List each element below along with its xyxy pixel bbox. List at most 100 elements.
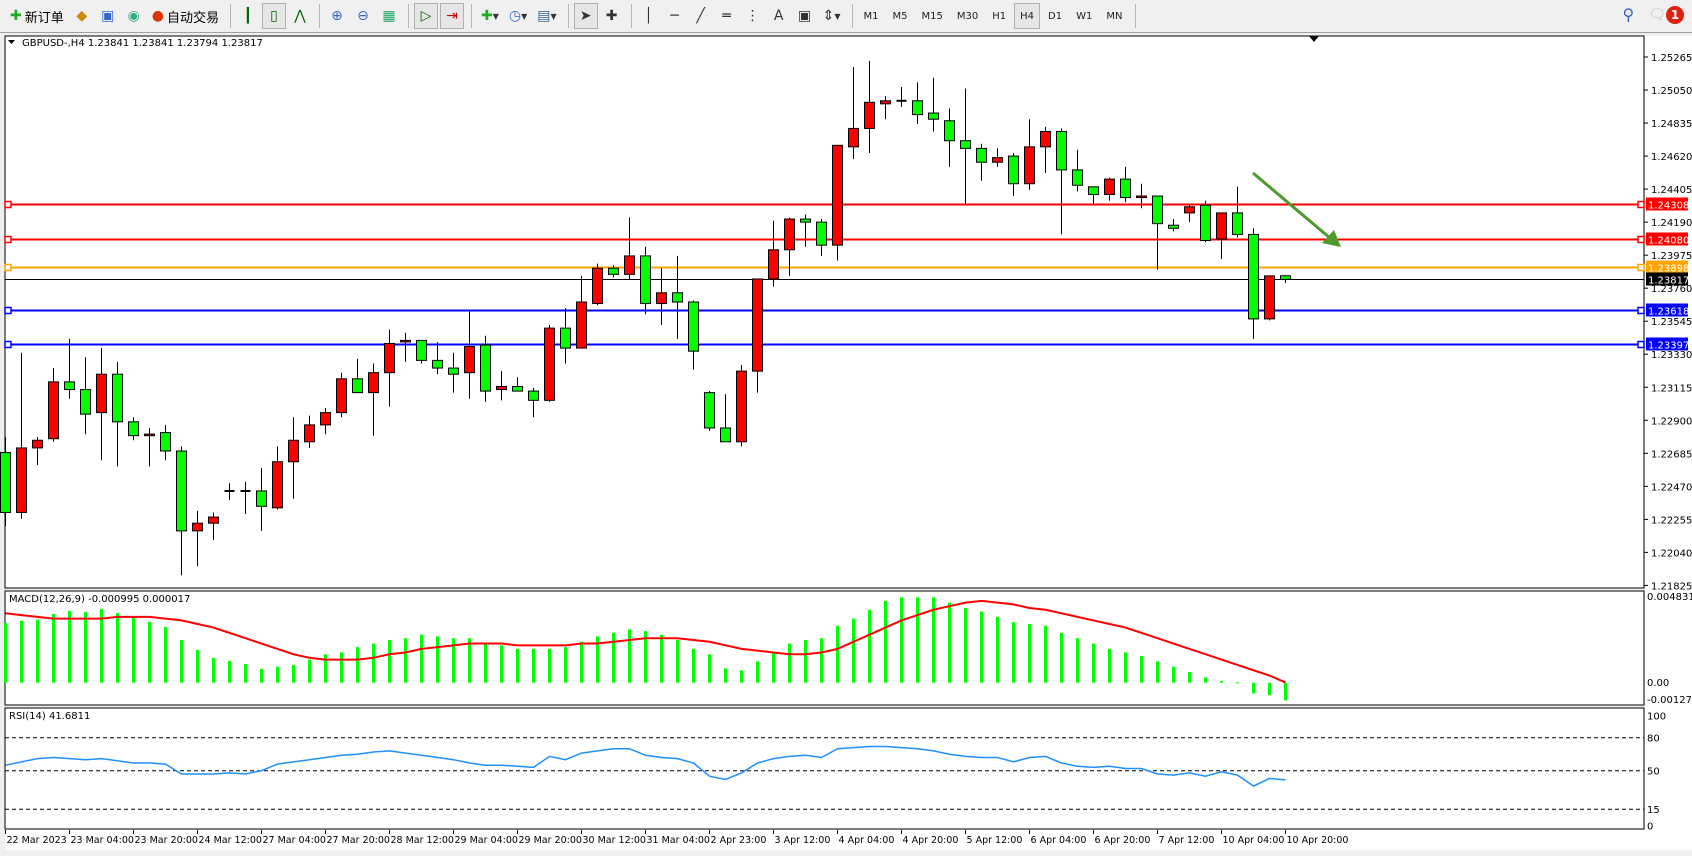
navigator-button[interactable]: ▣ <box>96 3 120 29</box>
new-order-button[interactable]: ✚ 新订单 <box>10 8 64 26</box>
rsi-line <box>5 745 1286 787</box>
period-w1[interactable]: W1 <box>1076 10 1093 22</box>
macd-bar <box>244 664 247 683</box>
macd-bar <box>628 629 631 683</box>
zoom-out-button[interactable]: ⊖ <box>351 3 375 29</box>
trendline-icon: ╱ <box>696 8 705 24</box>
line-handle[interactable] <box>1637 200 1645 209</box>
text-button[interactable]: A <box>767 3 791 29</box>
vertical-line-button[interactable]: │ <box>637 3 661 29</box>
candle <box>1152 195 1163 270</box>
text-label-button[interactable]: ▣ <box>793 3 817 29</box>
candle <box>464 309 475 399</box>
period-m30[interactable]: M30 <box>956 10 979 22</box>
candle <box>1104 177 1115 201</box>
chart-shift-button[interactable]: ⇥ <box>439 3 464 29</box>
price-tick-label: 1.24835 <box>1651 119 1692 130</box>
line-handle[interactable] <box>4 263 12 272</box>
time-tick-label: 31 Mar 04:00 <box>647 835 710 846</box>
arrow-head <box>1322 230 1341 247</box>
candle-body <box>960 140 971 149</box>
crosshair-button[interactable]: ✚ <box>600 3 624 29</box>
autoscroll-button[interactable]: ▷ <box>413 3 438 29</box>
candle <box>1168 219 1179 232</box>
candle-body <box>1040 130 1051 148</box>
period-m1[interactable]: M1 <box>863 10 879 22</box>
candle-body <box>416 339 427 361</box>
price-axis[interactable] <box>1645 36 1692 830</box>
candlestick-button[interactable]: ▯ <box>261 3 286 29</box>
line-handle[interactable] <box>4 200 12 209</box>
signal-button[interactable]: ◉ <box>122 3 146 29</box>
periods-clock-icon: ◷ <box>508 8 522 24</box>
chart-window[interactable]: 1.24308 1.24080 1.23898 1.23817 1.23618 1.233… <box>0 33 1692 853</box>
market-watch-button[interactable]: ◆ <box>70 3 94 29</box>
line-handle[interactable] <box>4 235 12 244</box>
price-tick-label: 1.24190 <box>1651 218 1692 229</box>
notifications-button[interactable]: 🗨 1 <box>1648 5 1684 24</box>
fibonacci-button[interactable]: ⋮ <box>741 3 765 29</box>
macd-bar <box>52 614 55 683</box>
line-chart-button[interactable]: ⋀ <box>288 3 312 29</box>
line-handle[interactable] <box>4 306 12 315</box>
macd-bar <box>564 647 567 683</box>
time-axis[interactable] <box>5 830 1692 850</box>
candle <box>336 372 347 418</box>
horizontal-line-icon: ─ <box>670 8 679 24</box>
time-tick-label: 27 Mar 04:00 <box>263 835 326 846</box>
candle-body <box>208 516 219 524</box>
candle-body <box>1232 212 1243 235</box>
period-h1[interactable]: H1 <box>992 10 1007 22</box>
candle <box>176 446 187 576</box>
macd-bar <box>916 597 919 683</box>
tile-windows-button[interactable]: ▦ <box>377 3 401 29</box>
candle <box>400 332 411 362</box>
macd-bar <box>996 616 999 683</box>
candle-body <box>176 450 187 532</box>
price-tick-label: 1.22040 <box>1651 548 1692 559</box>
text-icon: A <box>773 8 784 24</box>
candle <box>544 325 555 402</box>
zoom-in-button[interactable]: ⊕ <box>325 3 349 29</box>
candle <box>1120 166 1131 203</box>
chart-shift-marker[interactable] <box>1309 36 1319 42</box>
line-handle[interactable] <box>1637 235 1645 244</box>
candle <box>592 263 603 306</box>
period-d1[interactable]: D1 <box>1048 10 1063 22</box>
line-handle[interactable] <box>4 340 12 349</box>
search-icon[interactable]: ⚲ <box>1622 5 1635 24</box>
arrows-button[interactable]: ⇕ ▼ <box>822 8 841 24</box>
equidistant-channel-button[interactable]: ═ <box>715 3 739 29</box>
line-handle[interactable] <box>1637 340 1645 349</box>
line-handle[interactable] <box>1637 263 1645 272</box>
indicators-button[interactable]: ✚ ▼ <box>480 8 499 24</box>
candle <box>880 96 891 120</box>
periods-button[interactable]: ◷ ▼ <box>508 8 528 24</box>
macd-bar <box>852 618 855 683</box>
period-m15[interactable]: M15 <box>921 10 943 22</box>
candle-body <box>1200 204 1211 242</box>
templates-button[interactable]: ▤ ▼ <box>537 8 557 24</box>
line-handle[interactable] <box>1637 306 1645 315</box>
candle-body <box>448 367 459 375</box>
period-h4[interactable]: H4 <box>1014 3 1041 29</box>
auto-trading-button[interactable]: ● 自动交易 <box>151 8 219 26</box>
candle-body <box>368 372 379 394</box>
candle-body <box>624 255 635 275</box>
trendline-button[interactable]: ╱ <box>689 3 713 29</box>
candle <box>272 446 283 510</box>
trend-arrow-annotation[interactable] <box>1252 171 1341 247</box>
cursor-button[interactable]: ➤ <box>573 3 598 29</box>
bar-chart-button[interactable]: ┃ <box>236 3 260 29</box>
header-dropdown-icon[interactable] <box>8 40 15 44</box>
candle <box>1072 149 1083 192</box>
candle <box>768 220 779 287</box>
candle <box>320 407 331 435</box>
period-m5[interactable]: M5 <box>892 10 908 22</box>
candle-body <box>1008 155 1019 185</box>
period-mn[interactable]: MN <box>1106 10 1123 22</box>
horizontal-line-button[interactable]: ─ <box>663 3 687 29</box>
candle <box>224 483 235 501</box>
candle-body <box>720 427 731 443</box>
